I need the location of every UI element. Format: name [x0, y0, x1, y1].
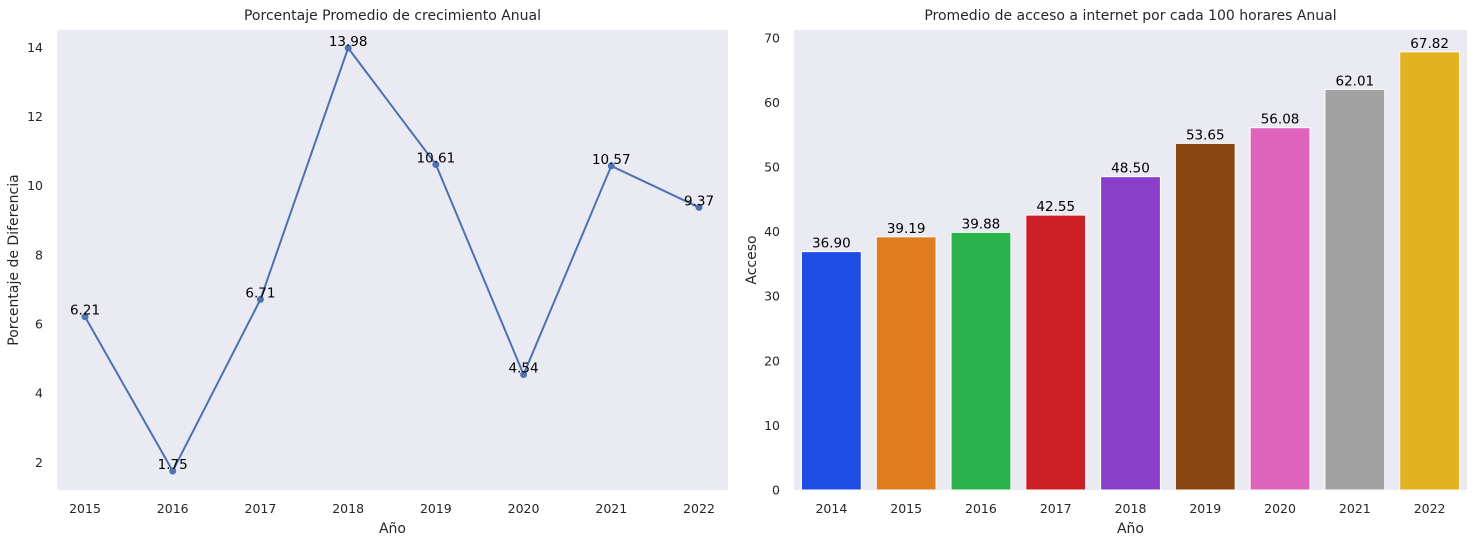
- line-chart-x-tick-label: 2022: [683, 501, 715, 516]
- bar-chart-y-tick-label: 10: [764, 418, 780, 433]
- bar-chart-title: Promedio de acceso a internet por cada 1…: [924, 8, 1336, 24]
- bar-chart-y-tick-label: 30: [764, 289, 780, 304]
- bar: [1324, 88, 1386, 491]
- line-chart-y-tick-label: 8: [35, 247, 43, 262]
- bar-chart-x-ticks: 2014 2015 2016 2017 2018 2019 2020 2021 2022: [815, 501, 1445, 516]
- line-series: [84, 45, 700, 474]
- bar: [1100, 176, 1161, 491]
- bar-chart-x-tick-label: 2016: [965, 501, 997, 516]
- bar-data-label: 53.65: [1186, 127, 1225, 143]
- line-chart-y-tick-label: 12: [27, 109, 43, 124]
- bar-chart-y-tick-label: 70: [764, 30, 780, 45]
- line-data-label: 10.61: [417, 151, 456, 167]
- line-point: [256, 295, 264, 303]
- line-chart-x-axis-label: Año: [379, 521, 406, 537]
- bar-chart-bars: [800, 51, 1461, 491]
- line-data-labels: 6.21 1.75 6.71 13.98 10.61 4.54 10.57 9.37: [70, 34, 714, 473]
- bar-data-label: 67.82: [1410, 36, 1449, 52]
- line-chart: Porcentaje Promedio de crecimiento Anual…: [6, 8, 728, 537]
- bar: [800, 251, 862, 491]
- line-points: [81, 44, 703, 475]
- line-chart-y-tick-label: 10: [27, 178, 43, 193]
- bar: [1025, 214, 1087, 491]
- line-data-label: 9.37: [684, 193, 714, 209]
- bar: [1174, 142, 1236, 491]
- bar-data-label: 62.01: [1336, 73, 1375, 89]
- bar-chart-y-tick-label: 40: [764, 224, 780, 239]
- line-data-label: 6.71: [245, 285, 275, 301]
- line-point: [169, 467, 177, 475]
- bar-data-label: 39.88: [962, 216, 1001, 232]
- bar-chart-y-tick-label: 0: [772, 483, 780, 498]
- bar-chart-x-tick-label: 2019: [1189, 501, 1221, 516]
- line-chart-x-tick-label: 2018: [332, 501, 364, 516]
- bar-chart: Promedio de acceso a internet por cada 1…: [744, 8, 1467, 537]
- line-chart-x-ticks: 2015 2016 2017 2018 2019 2020 2021 2022: [69, 501, 715, 516]
- bar: [1399, 51, 1461, 491]
- bar-data-label: 36.90: [812, 236, 851, 252]
- line-data-label: 4.54: [509, 360, 539, 376]
- line-chart-y-tick-label: 6: [35, 316, 43, 331]
- bar-data-label: 39.19: [887, 221, 926, 237]
- line-chart-x-tick-label: 2020: [508, 501, 540, 516]
- line-chart-y-tick-label: 14: [27, 40, 43, 55]
- line-point: [432, 161, 440, 169]
- line-chart-plot-area: [57, 30, 728, 490]
- line-chart-x-tick-label: 2016: [157, 501, 189, 516]
- bar-chart-y-axis-label: Acceso: [744, 235, 760, 284]
- line-point: [607, 162, 615, 170]
- line-point: [520, 370, 528, 378]
- line-data-label: 1.75: [158, 457, 188, 473]
- bar: [950, 231, 1012, 491]
- line-chart-y-ticks: 2 4 6 8 10 12 14: [27, 40, 43, 470]
- bar: [1249, 127, 1311, 491]
- bar-chart-x-tick-label: 2018: [1115, 501, 1147, 516]
- bar: [875, 236, 937, 491]
- bar-chart-x-tick-label: 2020: [1264, 501, 1296, 516]
- bar-chart-x-axis-label: Año: [1117, 521, 1144, 537]
- bar-chart-x-tick-label: 2015: [890, 501, 922, 516]
- bar-chart-y-tick-label: 60: [764, 95, 780, 110]
- bar-chart-x-tick-label: 2022: [1414, 501, 1446, 516]
- bar-chart-x-tick-label: 2017: [1040, 501, 1072, 516]
- line-data-label: 6.21: [70, 303, 100, 319]
- line-data-label: 10.57: [592, 152, 631, 168]
- line-point: [344, 44, 352, 52]
- line-chart-y-tick-label: 4: [35, 386, 43, 401]
- bar-chart-y-tick-label: 50: [764, 159, 780, 174]
- line-data-label: 13.98: [329, 34, 368, 50]
- line-chart-x-tick-label: 2021: [595, 501, 627, 516]
- line-point: [695, 203, 703, 211]
- line-chart-y-axis-label: Porcentaje de Diferencia: [6, 174, 22, 345]
- bar-chart-x-tick-label: 2021: [1339, 501, 1371, 516]
- bar-chart-y-ticks: 0 10 20 30 40 50 60 70: [764, 30, 780, 497]
- bar-chart-data-labels: 36.90 39.19 39.88 42.55 48.50 53.65 56.08 62.01…: [812, 36, 1449, 252]
- line-chart-y-tick-label: 2: [35, 455, 43, 470]
- line-chart-x-tick-label: 2019: [420, 501, 452, 516]
- bar-chart-x-tick-label: 2014: [815, 501, 847, 516]
- bar-data-label: 56.08: [1261, 112, 1300, 128]
- bar-data-label: 42.55: [1036, 199, 1075, 215]
- line-chart-x-tick-label: 2015: [69, 501, 101, 516]
- line-chart-x-tick-label: 2017: [245, 501, 277, 516]
- line-point: [81, 313, 89, 321]
- bar-data-label: 48.50: [1111, 161, 1150, 177]
- line-chart-title: Porcentaje Promedio de crecimiento Anual: [244, 8, 541, 24]
- bar-chart-y-tick-label: 20: [764, 353, 780, 368]
